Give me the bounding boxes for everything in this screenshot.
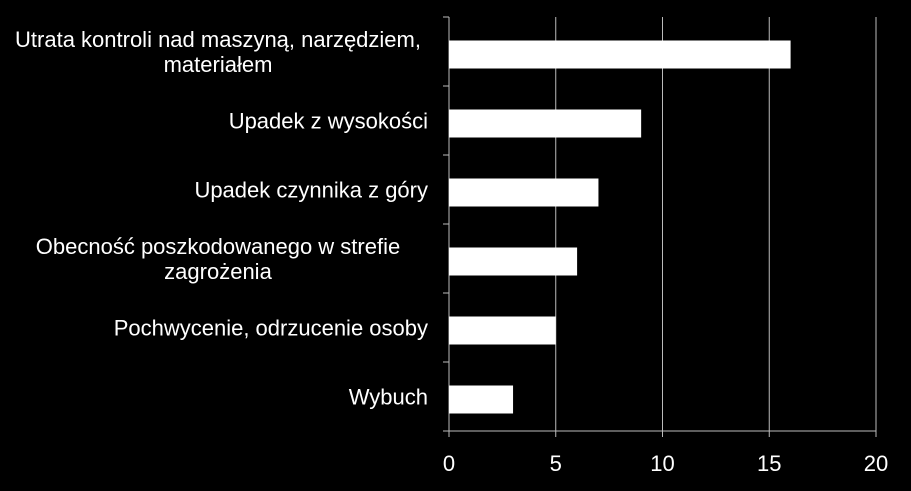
x-tick-label: 10 bbox=[650, 451, 674, 476]
category-label-box: Upadek z wysokości bbox=[229, 108, 428, 133]
bar bbox=[449, 316, 556, 345]
category-label-box: Upadek czynnika z góry bbox=[194, 177, 428, 202]
y-tick-label: Wybuch bbox=[348, 384, 428, 409]
x-tick-label: 20 bbox=[864, 451, 888, 476]
bar bbox=[449, 178, 599, 207]
category-label-box: Pochwycenie, odrzucenie osoby bbox=[114, 315, 428, 340]
y-tick-label: Obecność poszkodowanego w strefie zagroż… bbox=[35, 233, 401, 284]
y-tick-label: Pochwycenie, odrzucenie osoby bbox=[113, 315, 428, 340]
category-label-box: Utrata kontroli nad maszyną, narzędziem,… bbox=[8, 27, 428, 77]
x-tick-label: 15 bbox=[757, 451, 781, 476]
bar bbox=[449, 109, 642, 138]
y-tick-label: Utrata kontroli nad maszyną, narzędziem,… bbox=[15, 26, 421, 77]
x-tick-label: 5 bbox=[550, 451, 562, 476]
bar bbox=[449, 40, 791, 69]
bar bbox=[449, 385, 514, 414]
y-tick-label: Upadek czynnika z góry bbox=[194, 177, 428, 202]
x-tick-label: 0 bbox=[443, 451, 455, 476]
category-label-box: Obecność poszkodowanego w strefie zagroż… bbox=[8, 234, 428, 284]
bar bbox=[449, 247, 578, 276]
y-tick-label: Upadek z wysokości bbox=[228, 108, 428, 133]
category-label-box: Wybuch bbox=[349, 384, 428, 409]
